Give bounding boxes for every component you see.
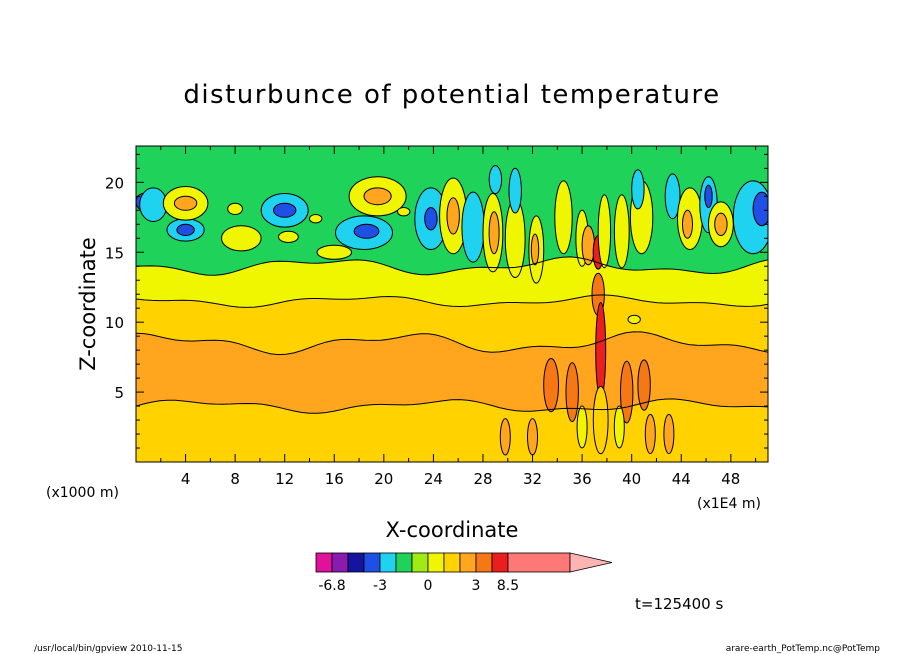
contour-cell-47 [752,191,768,227]
y-tick-label: 20 [105,174,124,192]
contour-cell-39 [664,173,681,220]
contour-cell-21 [446,197,460,235]
contour-cell-22 [461,191,485,263]
x-tick-label: 36 [573,470,592,488]
x-tick-label: 12 [275,470,294,488]
colorbar-arrow [569,552,613,573]
y-axis-label: Z-coordinate [76,237,100,371]
contour-cell-57 [527,418,538,456]
contour-cell-55 [613,405,625,449]
x-tick-label: 48 [721,470,740,488]
contour-cell-9 [273,202,297,218]
contour-cell-12 [316,244,353,260]
y-unit-label: (x1000 m) [46,485,119,501]
x-tick-label: 32 [523,470,542,488]
contour-cell-25 [488,165,503,195]
contour-cell-19 [424,207,438,231]
contour-cell-56 [499,418,511,456]
contour-cell-5 [173,195,198,211]
contour-line-3 [136,256,768,276]
x-unit-label: (x1E4 m) [697,496,761,512]
contour-cell-30 [554,180,573,255]
colorbar-swatch [315,552,333,573]
contour-line-2 [136,294,768,308]
x-tick-label: 28 [473,470,492,488]
contour-cell-54 [576,405,588,449]
footer-left: /usr/local/bin/gpview 2010-11-15 [34,644,182,654]
contour-cell-59 [644,413,656,455]
colorbar-tick-label: -3 [373,578,387,594]
colorbar-tick-label: 3 [472,578,481,594]
footer-right: arare-earth_PotTemp.nc@PotTemp [726,644,881,654]
contour-cell-16 [353,223,380,239]
layer-0 [136,398,768,462]
contour-cell-14 [363,187,392,206]
x-tick-label: 24 [424,470,443,488]
layer-1 [136,331,768,414]
chart-title: disturbunce of potential temperature [183,80,720,110]
contour-cell-38 [631,169,645,210]
contour-cell-27 [508,167,522,214]
contour-cell-48 [543,358,559,413]
contour-cell-17 [397,207,411,217]
contour-field [136,146,768,462]
colorbar-swatch [507,552,571,573]
layer-2 [136,294,768,355]
colorbar-swatch [459,552,477,573]
colorbar-swatch [331,552,349,573]
colorbar-tick-label: 8.5 [497,578,519,594]
y-tick-label: 10 [105,314,124,332]
x-tick-label: 8 [230,470,240,488]
colorbar-swatch [411,552,429,573]
colorbar-swatch [363,552,381,573]
contour-cell-29 [530,233,540,266]
y-tick-label: 15 [105,244,124,262]
contour-cell-1 [139,187,168,222]
x-tick-label: 40 [622,470,641,488]
time-label: t=125400 s [635,595,723,613]
contour-cell-43 [704,184,713,209]
colorbar-swatch [347,552,365,573]
colorbar-tick-label: -6.8 [318,578,345,594]
contour-cell-10 [278,230,299,243]
contour-cell-49 [565,362,579,423]
colorbar-swatch [395,552,413,573]
contour-cell-3 [176,223,195,236]
plot-frame [135,145,769,463]
x-axis-label: X-coordinate [386,518,519,542]
contour-cell-6 [221,225,262,252]
contour-cell-11 [309,214,323,224]
colorbar-swatch [427,552,445,573]
contour-cell-41 [682,209,693,239]
x-tick-label: 4 [181,470,191,488]
contour-cell-36 [613,194,630,269]
contour-line-1 [136,331,768,356]
y-tick-label: 5 [114,384,124,402]
contour-cell-58 [663,413,675,455]
colorbar-swatch [443,552,461,573]
x-tick-label: 44 [672,470,691,488]
contour-cell-45 [714,212,728,237]
colorbar-swatch [379,552,397,573]
contour-cell-51 [637,359,651,411]
colorbar-swatch [475,552,493,573]
contour-cell-60 [627,314,641,325]
contour-cell-35 [597,194,612,269]
contour-cell-53 [592,386,609,455]
colorbar-swatch [491,552,509,573]
contour-cell-52 [595,302,607,399]
contour-cell-7 [227,202,244,215]
contour-line-0 [136,398,768,414]
contour-cell-24 [488,211,500,255]
colorbar [315,552,613,573]
x-tick-label: 16 [325,470,344,488]
colorbar-tick-label: 0 [424,578,433,594]
x-tick-label: 20 [374,470,393,488]
